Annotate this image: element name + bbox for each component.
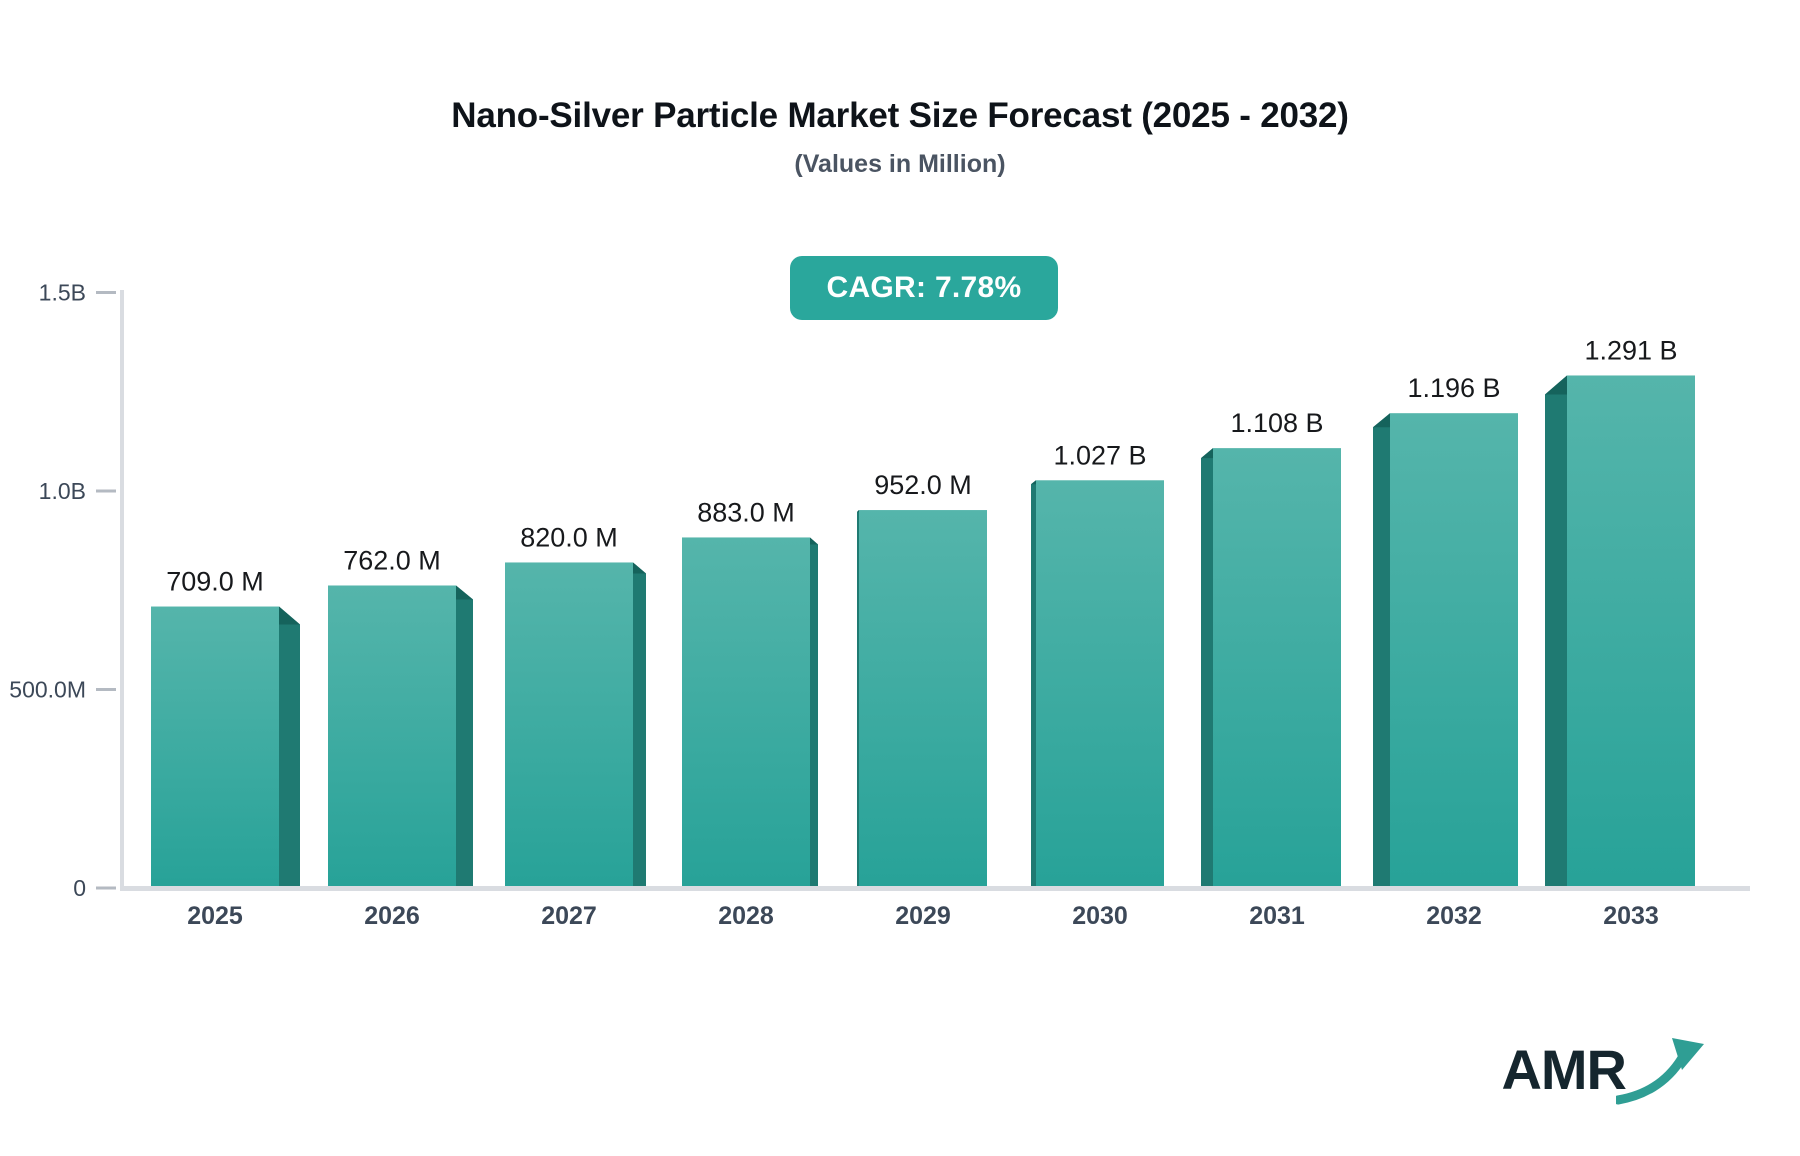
x-tick-label: 2032 [1426, 902, 1482, 930]
bar-top-bevel [456, 585, 473, 600]
amr-logo: AMR [1501, 1030, 1708, 1110]
bar-value-label: 952.0 M [874, 470, 972, 500]
bar-top-bevel [810, 537, 818, 545]
bar-value-label: 883.0 M [697, 497, 795, 527]
y-tick-label: 0 [73, 875, 86, 901]
bar-top-bevel [1031, 480, 1036, 485]
cagr-badge: CAGR: 7.78% [790, 256, 1058, 320]
x-tick-label: 2031 [1249, 902, 1305, 930]
y-tick-label: 1.5B [39, 280, 86, 306]
bar-value-label: 1.108 B [1230, 408, 1323, 438]
bar-top-bevel [857, 510, 859, 513]
bar-value-label: 1.027 B [1053, 440, 1146, 470]
bar-top-bevel [633, 562, 646, 574]
y-tick-mark [96, 489, 116, 493]
y-tick-mark [96, 291, 116, 294]
bar-value-label: 709.0 M [166, 567, 264, 597]
x-tick-label: 2030 [1072, 902, 1128, 930]
x-tick-label: 2028 [718, 902, 774, 930]
y-axis-line [120, 290, 124, 888]
bar-top-bevel [279, 606, 300, 625]
bar-2025 [151, 606, 279, 888]
trend-arrow-icon [1616, 1038, 1704, 1105]
x-axis-line [120, 886, 1750, 891]
bar-value-label: 762.0 M [343, 545, 441, 575]
y-tick-mark [96, 688, 116, 691]
bar-2026 [328, 585, 456, 888]
bar-side-face [456, 585, 473, 888]
bar-value-label: 1.291 B [1584, 335, 1677, 365]
cagr-badge-label: CAGR: 7.78% [826, 271, 1022, 304]
bar-side-face [1545, 375, 1567, 888]
bar-top-bevel [1201, 448, 1213, 459]
bar-value-label: 820.0 M [520, 522, 618, 552]
bar-2030 [1036, 480, 1164, 888]
bar-2033 [1567, 375, 1695, 888]
bar-top-bevel [1373, 413, 1390, 428]
x-tick-label: 2029 [895, 902, 951, 930]
x-tick-label: 2027 [541, 902, 597, 930]
bar-2032 [1390, 413, 1518, 888]
bar-2031 [1213, 448, 1341, 888]
y-tick-label: 500.0M [9, 677, 86, 703]
bar-2029 [859, 510, 987, 888]
y-tick-label: 1.0B [39, 478, 86, 504]
x-tick-label: 2025 [187, 902, 243, 930]
chart-subtitle: (Values in Million) [794, 150, 1006, 178]
bar-side-face [1031, 480, 1036, 888]
bar-top-bevel [1545, 375, 1567, 395]
bar-side-face [279, 606, 300, 888]
x-tick-label: 2033 [1603, 902, 1659, 930]
bar-side-face [1373, 413, 1390, 888]
bar-side-face [633, 562, 646, 888]
bar-side-face [857, 510, 859, 888]
amr-logo-text: AMR [1501, 1038, 1627, 1101]
bar-side-face [1201, 448, 1213, 888]
x-tick-label: 2026 [364, 902, 420, 930]
bar-side-face [810, 537, 818, 888]
bar-value-label: 1.196 B [1407, 373, 1500, 403]
bar-2027 [505, 562, 633, 888]
page-title: Nano-Silver Particle Market Size Forecas… [451, 96, 1349, 135]
bar-2028 [682, 537, 810, 888]
y-tick-mark [96, 886, 116, 890]
